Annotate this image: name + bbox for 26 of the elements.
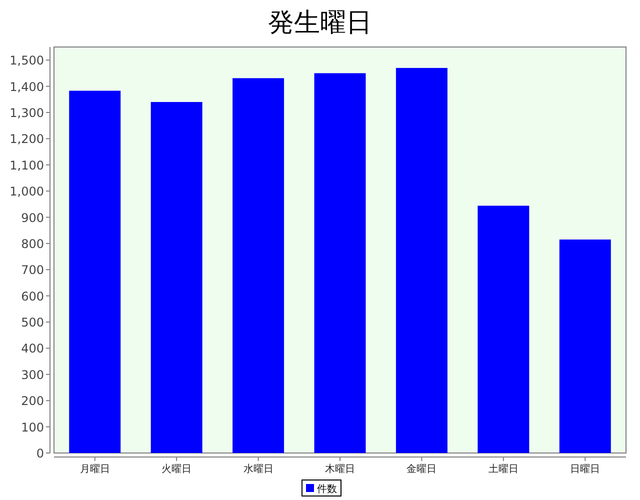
x-tick-label: 月曜日: [80, 463, 110, 475]
x-tick-label: 火曜日: [162, 463, 192, 475]
y-tick-label: 0: [36, 446, 44, 460]
y-tick-label: 900: [21, 210, 44, 225]
y-tick-label: 1,200: [10, 132, 44, 146]
y-tick-label: 100: [21, 420, 44, 434]
x-tick-label: 水曜日: [243, 463, 274, 475]
y-tick-label: 700: [21, 263, 44, 278]
y-tick-label: 200: [21, 394, 44, 408]
y-tick-label: 1,100: [10, 158, 44, 172]
x-tick-label: 土曜日: [488, 463, 518, 475]
legend-label: 件数: [317, 484, 337, 495]
x-tick-label: 金曜日: [406, 463, 437, 475]
y-tick-label: 800: [21, 236, 44, 251]
y-tick-label: 1,300: [10, 106, 44, 120]
legend: 件数: [302, 480, 342, 496]
y-tick-label: 600: [21, 289, 44, 304]
x-tick-label: 日曜日: [570, 463, 600, 475]
y-tick-label: 1,000: [10, 184, 44, 199]
x-tick-label: 木曜日: [325, 463, 355, 475]
chart-title: 発生曜日: [268, 8, 372, 38]
y-tick-label: 1,500: [10, 54, 44, 68]
y-tick-label: 1,400: [10, 80, 44, 94]
y-tick-label: 300: [21, 368, 44, 382]
y-tick-label: 500: [21, 316, 44, 330]
y-tick-label: 400: [21, 342, 44, 356]
